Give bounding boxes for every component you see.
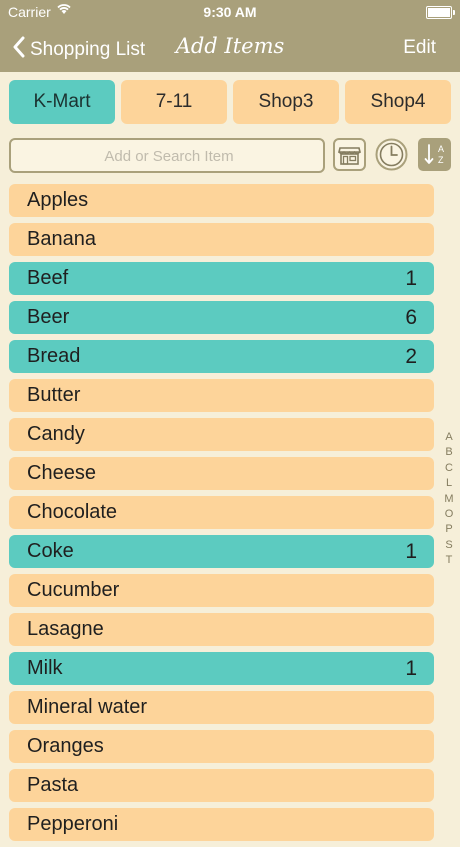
item-name: Apples xyxy=(27,189,89,211)
list-item[interactable]: Chocolate xyxy=(9,496,434,529)
item-name: Milk xyxy=(27,657,63,679)
item-name: Mineral water xyxy=(27,696,148,718)
list-item[interactable]: Banana xyxy=(9,223,434,256)
tab-shop4[interactable]: Shop4 xyxy=(345,80,451,124)
index-letter[interactable]: P xyxy=(445,523,453,536)
list-item[interactable]: Coke 1 xyxy=(9,535,434,568)
sort-az-icon[interactable]: A Z xyxy=(418,138,451,171)
clock-time: 9:30 AM xyxy=(203,4,257,20)
item-name: Beer xyxy=(27,306,70,328)
item-name: Pasta xyxy=(27,774,79,796)
back-button[interactable]: Shopping List xyxy=(12,36,145,64)
index-letter[interactable]: O xyxy=(444,508,454,521)
edit-button[interactable]: Edit xyxy=(403,37,436,58)
svg-text:A: A xyxy=(438,144,444,154)
tab-shop3[interactable]: Shop3 xyxy=(233,80,339,124)
battery-icon xyxy=(426,6,455,19)
item-name: Beef xyxy=(27,267,69,289)
store-tabs: K-Mart 7-11 Shop3 Shop4 xyxy=(9,80,451,124)
item-count: 6 xyxy=(405,305,417,329)
index-letter[interactable]: T xyxy=(445,554,453,567)
index-letter[interactable]: M xyxy=(444,492,454,505)
clock-icon[interactable] xyxy=(375,138,408,171)
item-name: Chocolate xyxy=(27,501,118,523)
index-letter[interactable]: A xyxy=(445,431,453,443)
tab-7-11[interactable]: 7-11 xyxy=(121,80,227,124)
item-count: 2 xyxy=(405,344,417,368)
item-name: Lasagne xyxy=(27,618,104,640)
svg-text:Z: Z xyxy=(438,155,444,165)
index-letter[interactable]: C xyxy=(445,461,453,474)
list-item[interactable]: Cucumber xyxy=(9,574,434,607)
item-name: Oranges xyxy=(27,735,104,757)
wifi-icon xyxy=(56,2,72,19)
search-field xyxy=(9,138,327,173)
item-name: Candy xyxy=(27,423,85,445)
store-icon[interactable] xyxy=(333,138,366,171)
item-list: Apples Banana Beef 1 Beer 6 Bread 2 Butter Candy C… xyxy=(9,184,434,847)
item-name: Cheese xyxy=(27,462,96,484)
index-letter[interactable]: B xyxy=(445,446,453,459)
list-item[interactable]: Cheese xyxy=(9,457,434,490)
search-input[interactable] xyxy=(11,140,327,173)
list-item[interactable]: Milk 1 xyxy=(9,652,434,685)
list-item[interactable]: Butter xyxy=(9,379,434,412)
list-item[interactable]: Beer 6 xyxy=(9,301,434,334)
list-item[interactable]: Bread 2 xyxy=(9,340,434,373)
item-count: 1 xyxy=(405,656,417,680)
list-item[interactable]: Pasta xyxy=(9,769,434,802)
item-name: Coke xyxy=(27,540,74,562)
list-item[interactable]: Mineral water xyxy=(9,691,434,724)
item-count: 1 xyxy=(405,266,417,290)
chevron-left-icon xyxy=(12,36,26,64)
index-letter[interactable]: L xyxy=(445,477,453,490)
carrier-label: Carrier xyxy=(8,4,51,20)
item-name: Cucumber xyxy=(27,579,120,601)
item-name: Banana xyxy=(27,228,96,250)
index-letter[interactable]: S xyxy=(445,538,453,551)
item-name: Bread xyxy=(27,345,81,367)
back-button-label: Shopping List xyxy=(30,39,146,60)
list-item[interactable]: Oranges xyxy=(9,730,434,763)
list-item[interactable]: Candy xyxy=(9,418,434,451)
list-item[interactable]: Pepperoni xyxy=(9,808,434,841)
list-item[interactable]: Lasagne xyxy=(9,613,434,646)
navigation-bar: Shopping List Add Items Edit xyxy=(0,24,460,72)
item-count: 1 xyxy=(405,539,417,563)
list-item[interactable]: Beef 1 xyxy=(9,262,434,295)
item-name: Butter xyxy=(27,384,81,406)
item-name: Pepperoni xyxy=(27,813,119,835)
tab-kmart[interactable]: K-Mart xyxy=(9,80,115,124)
list-item[interactable]: Apples xyxy=(9,184,434,217)
status-bar: Carrier 9:30 AM xyxy=(0,0,460,24)
